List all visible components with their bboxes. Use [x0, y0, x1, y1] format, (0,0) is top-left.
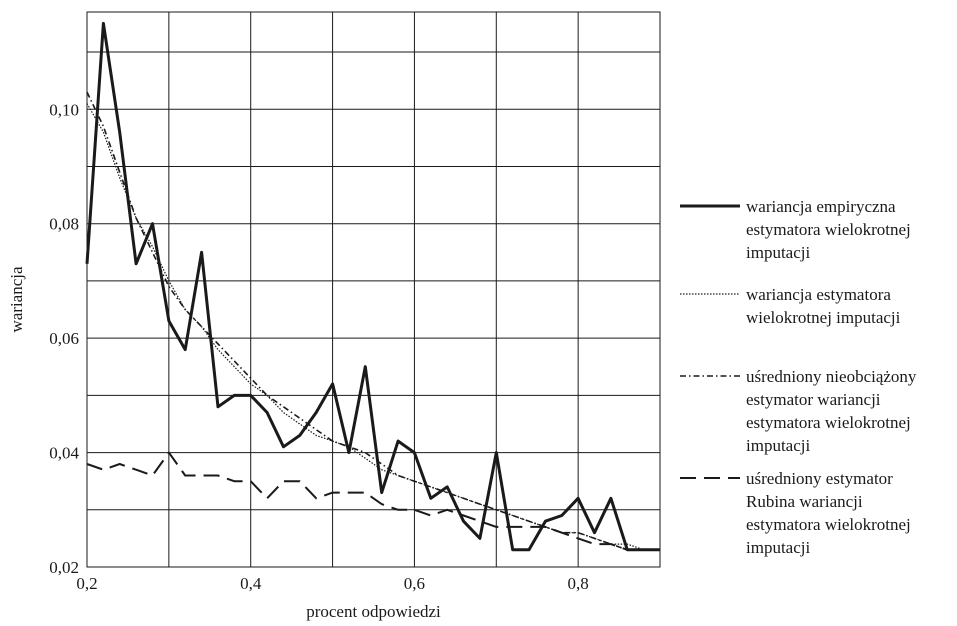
- plot-area-frame: [86, 11, 661, 568]
- legend-label: imputacji: [746, 243, 810, 262]
- legend-label: wariancja empiryczna: [746, 197, 896, 216]
- x-tick-label: 0,6: [404, 574, 425, 593]
- legend-label: estymatora wielokrotnej: [746, 220, 911, 239]
- legend-label: uśredniony estymator: [746, 469, 893, 488]
- legend-label: wielokrotnej imputacji: [746, 308, 901, 327]
- legend-entry: wariancja estymatora wielokrotnej imputac…: [680, 285, 901, 327]
- legend-label: Rubina wariancji: [746, 492, 863, 511]
- series-line-solid: [85, 21, 660, 552]
- legend-entry: wariancja empiryczna estymatora wielokrot…: [680, 197, 911, 262]
- legend-label: imputacji: [746, 538, 810, 557]
- series-lines: [85, 21, 660, 552]
- y-tick-label: 0,08: [49, 215, 79, 234]
- x-axis-label: procent odpowiedzi: [306, 602, 441, 621]
- x-tick-label: 0,2: [76, 574, 97, 593]
- y-tick-label: 0,06: [49, 329, 79, 348]
- y-tick-label: 0,04: [49, 444, 79, 463]
- legend-label: estymatora wielokrotnej: [746, 515, 911, 534]
- x-tick-label: 0,8: [568, 574, 589, 593]
- legend-entry: uśredniony estymator Rubina wariancji esty…: [680, 469, 911, 557]
- legend-entry: uśredniony nieobciążony estymator warianc…: [680, 367, 917, 455]
- legend-label: uśredniony nieobciążony: [746, 367, 917, 386]
- legend: wariancja empiryczna estymatora wielokrot…: [680, 197, 917, 557]
- axis-ticks: 0,02 0,04 0,06 0,08 0,10 0,2 0,4 0,6 0,8: [49, 100, 589, 593]
- y-axis-label: wariancja: [7, 266, 26, 333]
- legend-label: wariancja estymatora: [746, 285, 891, 304]
- legend-label: imputacji: [746, 436, 810, 455]
- series-line-dashed: [86, 451, 660, 551]
- grid: [86, 12, 661, 568]
- series-line-dashdot: [86, 91, 660, 551]
- legend-label: estymator wariancji: [746, 390, 881, 409]
- y-tick-label: 0,10: [49, 100, 79, 119]
- x-tick-label: 0,4: [240, 574, 262, 593]
- legend-label: estymatora wielokrotnej: [746, 413, 911, 432]
- y-tick-label: 0,02: [49, 558, 79, 577]
